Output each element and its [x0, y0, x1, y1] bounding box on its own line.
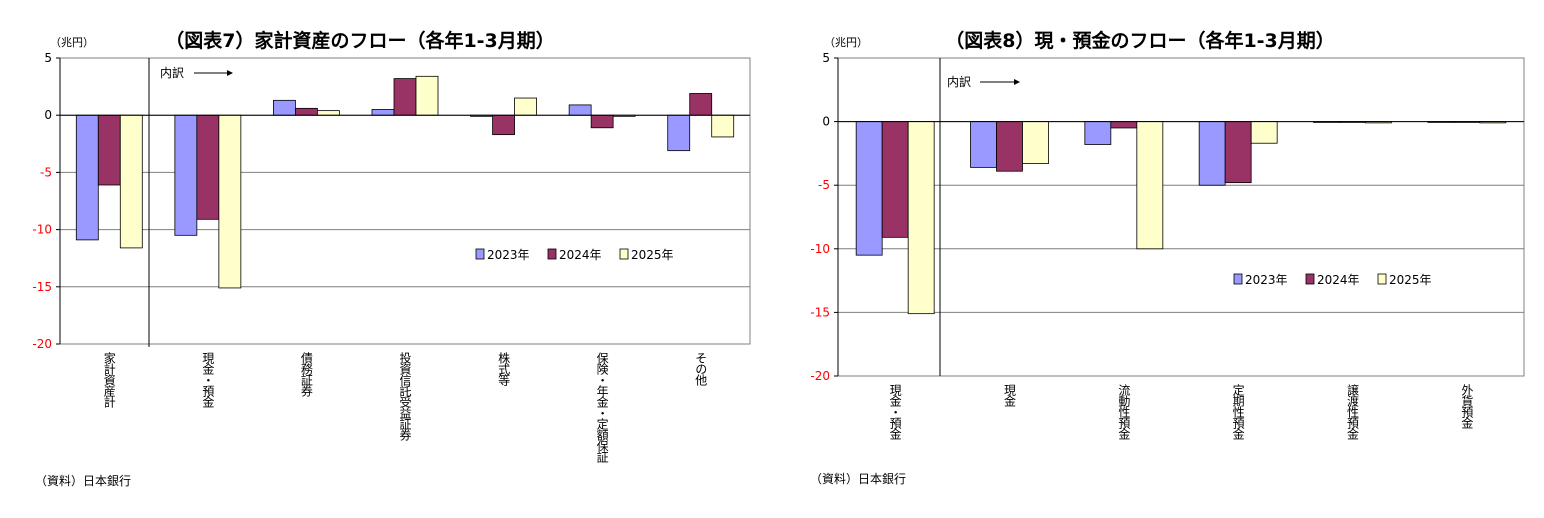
bar-2024年-その他	[689, 93, 713, 116]
legend-entry: 2024年	[559, 248, 602, 262]
y-unit-label: （兆円）	[50, 36, 94, 49]
breakdown-arrow-head-icon	[1014, 79, 1020, 85]
source-note: （資料）日本銀行	[810, 472, 906, 486]
bar-2025年-流動性預金	[1136, 121, 1164, 250]
chart-cash-deposits-flow: （図表8）現・預金のフロー（各年1-3月期） （兆円） 5 0 -5 -10 -15 -20 内…	[810, 29, 1525, 486]
legend-swatch	[1377, 273, 1387, 285]
breakdown-arrow-head-icon	[227, 70, 233, 76]
bar-2025年-投資信託受益証券	[415, 75, 439, 116]
legend-swatch	[1233, 273, 1243, 285]
y-tick-label: -20	[32, 337, 52, 351]
category-label: 投資信託受益証券	[398, 351, 412, 441]
bar-2025年-定期性預金	[1250, 121, 1278, 144]
bar-2024年-現金・預金	[881, 121, 909, 238]
bar-2025年-債務証券	[317, 110, 340, 116]
bar-2024年-現金・預金	[196, 114, 220, 220]
bar-2023年-債務証券	[273, 99, 296, 116]
legend-swatch	[1305, 273, 1315, 285]
y-tick-label: -5	[40, 165, 52, 179]
bar-2025年-現金・預金	[907, 121, 935, 315]
bar-2025年-株式等	[514, 97, 537, 116]
y-tick-label: -15	[32, 280, 52, 294]
legend-entry: 2023年	[1245, 273, 1288, 287]
bar-2023年-家計資産計	[75, 114, 99, 241]
category-label: 譲渡性預金	[1346, 383, 1360, 440]
y-tick-label: -10	[32, 223, 52, 237]
bar-2023年-現金	[970, 121, 997, 168]
y-tick-label: 5	[44, 51, 52, 65]
category-label: その他	[694, 352, 708, 386]
bar-2024年-投資信託受益証券	[393, 78, 417, 116]
bar-2023年-現金・預金	[174, 114, 198, 236]
bar-2024年-定期性預金	[1224, 121, 1252, 184]
plot-area	[837, 57, 1525, 377]
bar-2025年-現金・預金	[218, 114, 242, 289]
bar-2023年-現金・預金	[855, 121, 883, 256]
bar-2024年-株式等	[492, 114, 515, 136]
bar-2025年-その他	[711, 114, 735, 138]
bar-2023年-定期性預金	[1198, 121, 1226, 186]
breakdown-label: 内訳	[947, 74, 971, 89]
bar-2023年-保険・年金・定額保証	[568, 104, 592, 116]
legend-entry: 2025年	[1389, 273, 1432, 287]
bar-2024年-現金	[996, 121, 1023, 172]
category-label: 外貨預金	[1460, 384, 1474, 429]
bar-2023年-その他	[667, 114, 691, 152]
category-label: 債務証券	[299, 351, 313, 397]
chart-household-assets-flow: （図表7）家計資産のフロー（各年1-3月期） （兆円） 5 0 -5 -10 -15 -20 内…	[32, 29, 751, 488]
bar-2024年-流動性預金	[1110, 121, 1138, 129]
source-note: （資料）日本銀行	[35, 474, 131, 488]
y-tick-label: -20	[810, 369, 830, 383]
category-label: 現金・預金	[201, 352, 215, 408]
category-label: 定期性預金	[1231, 383, 1245, 440]
y-tick-label: -15	[810, 305, 830, 319]
legend-entry: 2023年	[487, 248, 530, 262]
y-tick-label: -10	[810, 242, 830, 256]
legend-swatch	[619, 248, 629, 260]
category-label: 株式等	[497, 351, 511, 386]
bar-2023年-流動性預金	[1084, 121, 1112, 145]
legend-swatch	[475, 248, 485, 260]
category-label: 現金	[1003, 384, 1017, 407]
bar-2023年-投資信託受益証券	[371, 109, 395, 116]
category-label: 流動性預金	[1117, 384, 1131, 440]
y-tick-label: 0	[822, 115, 830, 129]
chart-title: （図表7）家計資産のフロー（各年1-3月期）	[165, 29, 555, 52]
bar-2025年-家計資産計	[119, 114, 143, 249]
breakdown-label: 内訳	[160, 65, 184, 80]
category-label: 家計資産計	[102, 351, 116, 408]
category-label: 現金・預金	[888, 384, 902, 440]
y-unit-label: （兆円）	[824, 36, 868, 49]
bar-2024年-保険・年金・定額保証	[590, 114, 614, 129]
y-tick-label: 0	[44, 108, 52, 122]
legend-entry: 2025年	[631, 248, 674, 262]
y-tick-label: -5	[818, 178, 830, 192]
bar-2025年-現金	[1022, 121, 1049, 164]
chart-title: （図表8）現・預金のフロー（各年1-3月期）	[945, 29, 1335, 52]
legend-swatch	[547, 248, 557, 260]
category-label: 保険・年金・定額保証	[595, 352, 609, 463]
bar-2024年-家計資産計	[97, 114, 121, 186]
y-tick-label: 5	[822, 51, 830, 65]
legend-entry: 2024年	[1317, 273, 1360, 287]
bar-2024年-債務証券	[295, 107, 318, 116]
